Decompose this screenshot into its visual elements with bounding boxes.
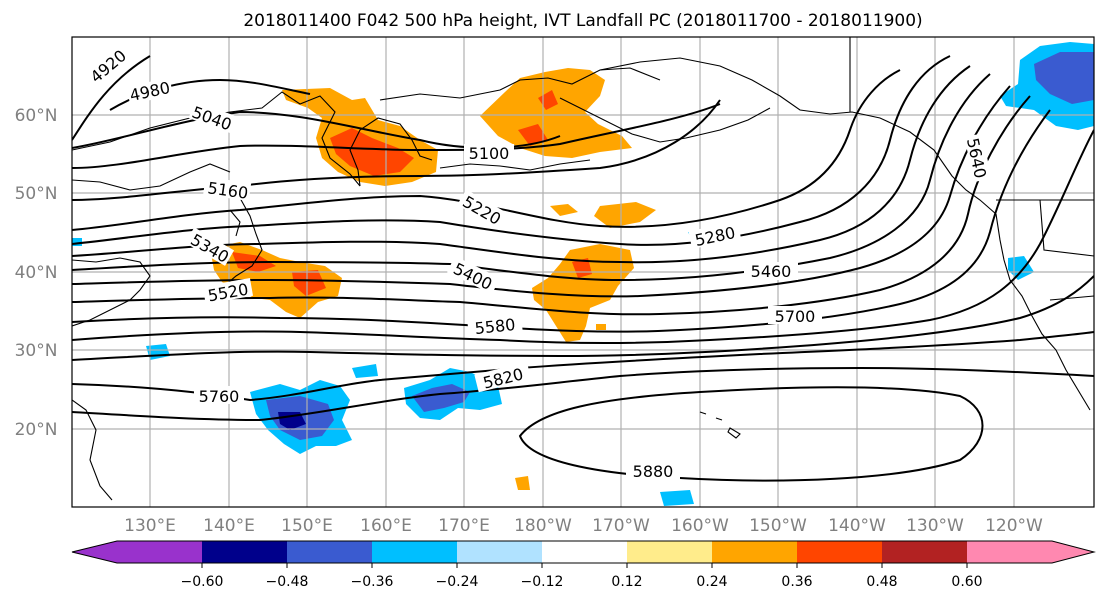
lat-label-60n: 60°N xyxy=(15,106,58,126)
ivt-blob-central-pacific xyxy=(532,244,634,342)
ivt-blob-small-2 xyxy=(550,204,578,216)
coastlines xyxy=(72,37,1094,501)
colorbar-segment-4 xyxy=(457,541,542,563)
colorbar-tick-label: −0.48 xyxy=(266,574,309,590)
colorbar: −0.60 −0.48 −0.36 −0.24 −0.12 0.12 0.24 … xyxy=(71,540,1096,590)
contour-labels: 4920 4980 5040 5100 5160 5220 5280 5340 … xyxy=(86,44,992,481)
ivt-neg-mid-northeast xyxy=(1034,52,1094,104)
ivt-neg-blob-small-3 xyxy=(660,490,694,506)
map-frame xyxy=(71,36,1095,508)
lat-label-20n: 20°N xyxy=(15,420,58,440)
colorbar-segment-5 xyxy=(542,541,627,563)
contour-label-5760: 5760 xyxy=(199,387,240,406)
contour-label-5580: 5580 xyxy=(474,315,516,338)
colorbar-segment-3 xyxy=(372,541,457,563)
colorbar-segment-8 xyxy=(797,541,882,563)
colorbar-tick-label: 0.36 xyxy=(781,574,812,590)
colorbar-outline xyxy=(71,540,1096,564)
lat-label-30n: 30°N xyxy=(15,341,58,361)
lon-label-120w: 120°W xyxy=(985,516,1043,536)
colorbar-segment-1 xyxy=(202,541,287,563)
colorbar-segment-6 xyxy=(627,541,712,563)
lon-label-160e: 160°E xyxy=(360,516,412,536)
lon-label-130w: 130°W xyxy=(906,516,964,536)
ivt-blob-small-4 xyxy=(596,324,606,330)
ivt-core-central-pacific xyxy=(572,258,592,278)
lon-label-170w: 170°W xyxy=(592,516,650,536)
lon-label-150w: 150°W xyxy=(749,516,807,536)
contour-label-5700: 5700 xyxy=(775,307,816,326)
lon-label-140w: 140°W xyxy=(828,516,886,536)
ivt-blob-small-1 xyxy=(594,202,656,228)
colorbar-tick-label: −0.60 xyxy=(181,574,224,590)
colorbar-tick-label: 0.24 xyxy=(696,574,727,590)
lat-label-40n: 40°N xyxy=(15,263,58,283)
ivt-neg-blob-small-2 xyxy=(352,364,378,378)
contour-label-5880: 5880 xyxy=(633,462,674,481)
colorbar-tick-label: 0.48 xyxy=(866,574,897,590)
figure-title: 2018011400 F042 500 hPa height, IVT Land… xyxy=(243,11,922,31)
lat-label-50n: 50°N xyxy=(15,184,58,204)
colorbar-segment-10 xyxy=(967,541,1052,563)
lon-label-150e: 150°E xyxy=(281,516,333,536)
colorbar-tick-label: 0.12 xyxy=(611,574,642,590)
ivt-core-japan-2 xyxy=(292,270,326,296)
lon-label-140e: 140°E xyxy=(203,516,255,536)
colorbar-tick-label: −0.24 xyxy=(436,574,479,590)
lon-label-160w: 160°W xyxy=(671,516,729,536)
colorbar-segment-9 xyxy=(882,541,967,563)
colorbar-segment-0 xyxy=(117,541,202,563)
colorbar-ticks xyxy=(201,563,968,568)
lon-label-180w: 180°W xyxy=(514,516,572,536)
colorbar-segment-7 xyxy=(712,541,797,563)
latitude-labels: 60°N 50°N 40°N 30°N 20°N xyxy=(15,106,58,440)
colorbar-tick-label: −0.36 xyxy=(351,574,394,590)
lon-label-170e: 170°E xyxy=(438,516,490,536)
ivt-neg-mid-center xyxy=(412,384,470,412)
colorbar-extend-min xyxy=(72,541,117,563)
ivt-core-bering-2 xyxy=(518,124,548,146)
ivt-core-okhotsk xyxy=(330,128,414,176)
colorbar-tick-label: −0.12 xyxy=(521,574,564,590)
colorbar-extend-max xyxy=(1052,541,1094,563)
colorbar-tick-label: 0.60 xyxy=(951,574,982,590)
contour-label-5460: 5460 xyxy=(751,262,792,281)
longitude-labels: 130°E 140°E 150°E 160°E 170°E 180°W 170°… xyxy=(124,516,1043,536)
colorbar-segment-2 xyxy=(287,541,372,563)
ivt-blob-small-3 xyxy=(515,476,530,490)
contour-label-5100: 5100 xyxy=(469,144,510,163)
lon-label-130e: 130°E xyxy=(124,516,176,536)
map-panel: 4920 4980 5040 5100 5160 5220 5280 5340 … xyxy=(71,36,1095,508)
